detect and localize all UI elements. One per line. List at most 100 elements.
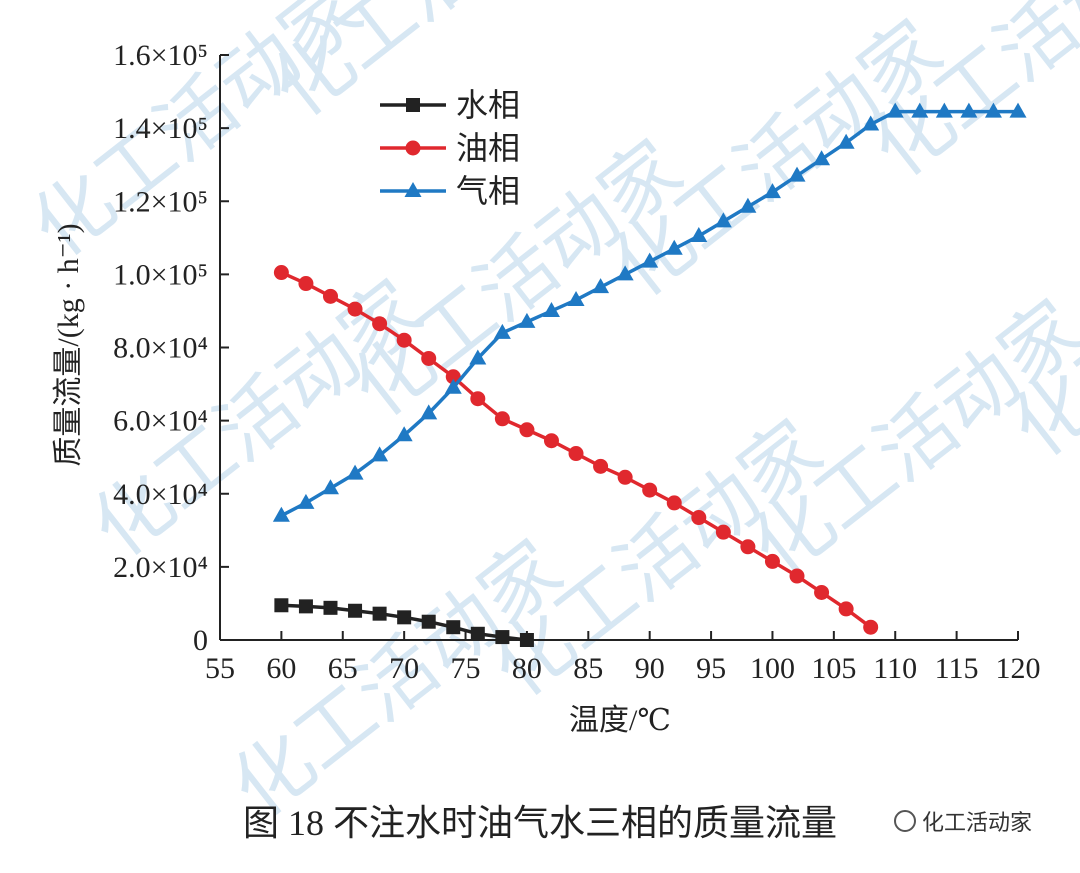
data-point-circle bbox=[405, 140, 421, 156]
x-tick-label: 70 bbox=[389, 652, 419, 685]
data-point-circle bbox=[740, 539, 756, 555]
data-point-triangle bbox=[641, 252, 659, 268]
series-circle bbox=[273, 265, 879, 635]
x-tick-label: 55 bbox=[205, 652, 235, 685]
data-point-circle bbox=[470, 391, 486, 407]
y-tick-label: 2.0×10⁴ bbox=[113, 551, 208, 584]
data-point-triangle bbox=[518, 312, 536, 328]
data-point-triangle bbox=[960, 102, 978, 118]
data-point-triangle bbox=[935, 102, 953, 118]
legend-label: 气相 bbox=[456, 173, 520, 209]
data-point-triangle bbox=[665, 239, 683, 255]
data-point-circle bbox=[863, 619, 879, 635]
legend-entry: 油相 bbox=[380, 130, 520, 166]
y-tick-label: 4.0×10⁴ bbox=[113, 478, 208, 511]
data-point-triangle bbox=[911, 102, 929, 118]
data-point-square bbox=[323, 600, 338, 615]
data-point-triangle bbox=[763, 183, 781, 199]
x-tick-label: 90 bbox=[635, 652, 665, 685]
x-tick-label: 115 bbox=[935, 652, 979, 685]
data-point-circle bbox=[593, 458, 609, 474]
x-tick-label: 120 bbox=[996, 652, 1041, 685]
data-point-triangle bbox=[321, 479, 339, 495]
data-point-triangle bbox=[886, 102, 904, 118]
data-point-triangle bbox=[469, 349, 487, 365]
data-point-circle bbox=[666, 495, 682, 511]
data-point-circle bbox=[715, 524, 731, 540]
x-tick-label: 65 bbox=[328, 652, 358, 685]
figure-caption: 图 18 不注水时油气水三相的质量流量 bbox=[243, 803, 837, 843]
data-point-square bbox=[519, 633, 534, 647]
x-tick-label: 80 bbox=[512, 652, 542, 685]
data-point-triangle bbox=[714, 212, 732, 228]
data-point-triangle bbox=[690, 226, 708, 242]
data-point-triangle bbox=[984, 102, 1002, 118]
series-square bbox=[274, 598, 534, 647]
data-point-square bbox=[298, 599, 313, 614]
data-point-square bbox=[348, 603, 363, 618]
data-point-triangle bbox=[371, 446, 389, 462]
x-tick-label: 110 bbox=[873, 652, 917, 685]
y-tick-label: 1.6×10⁵ bbox=[113, 39, 208, 72]
data-point-circle bbox=[543, 433, 559, 449]
watermark-badge-text: 化工活动家 bbox=[922, 811, 1032, 836]
legend-label: 油相 bbox=[456, 130, 520, 166]
data-point-triangle bbox=[739, 197, 757, 213]
x-tick-label: 85 bbox=[573, 652, 603, 685]
x-tick-label: 95 bbox=[696, 652, 726, 685]
x-tick-label: 75 bbox=[451, 652, 481, 685]
data-point-triangle bbox=[592, 278, 610, 294]
legend-entry: 水相 bbox=[380, 87, 520, 123]
data-point-triangle bbox=[297, 493, 315, 509]
data-point-circle bbox=[642, 482, 658, 498]
data-point-square bbox=[495, 630, 510, 645]
data-point-circle bbox=[322, 288, 338, 304]
data-point-circle bbox=[347, 301, 363, 317]
y-tick-label: 1.2×10⁵ bbox=[113, 185, 208, 218]
data-point-triangle bbox=[813, 150, 831, 166]
data-point-square bbox=[372, 606, 387, 621]
data-point-triangle bbox=[788, 166, 806, 182]
legend-entry: 气相 bbox=[380, 173, 520, 209]
data-point-circle bbox=[298, 276, 314, 292]
watermark-badge: 化工活动家 bbox=[894, 810, 1032, 836]
data-point-triangle bbox=[444, 378, 462, 394]
series-triangle bbox=[272, 102, 1027, 522]
data-point-circle bbox=[273, 265, 289, 281]
x-tick-label: 100 bbox=[750, 652, 795, 685]
data-point-square bbox=[446, 620, 461, 635]
data-point-triangle bbox=[837, 133, 855, 149]
data-point-triangle bbox=[346, 464, 364, 480]
y-tick-label: 6.0×10⁴ bbox=[113, 405, 208, 438]
axes: 55 60 65 70 75 80 85 90 95 100 105 110 115 120 0 2.0×10… bbox=[113, 39, 1040, 685]
data-point-circle bbox=[445, 369, 461, 385]
data-point-circle bbox=[789, 568, 805, 584]
data-point-circle bbox=[372, 316, 388, 332]
data-point-triangle bbox=[616, 265, 634, 281]
data-point-square bbox=[274, 598, 289, 613]
x-tick-label: 105 bbox=[811, 652, 856, 685]
data-point-square bbox=[470, 626, 485, 641]
watermark-tile: 化工活动家 bbox=[516, 0, 879, 15]
data-point-triangle bbox=[420, 404, 438, 420]
data-point-square bbox=[406, 98, 420, 112]
y-tick-label: 0 bbox=[193, 624, 208, 657]
data-point-circle bbox=[838, 601, 854, 617]
y-tick-label: 1.4×10⁵ bbox=[113, 112, 208, 145]
data-point-circle bbox=[421, 350, 437, 366]
data-point-circle bbox=[617, 469, 633, 485]
x-tick-label: 60 bbox=[266, 652, 296, 685]
x-axis-title: 温度/℃ bbox=[569, 704, 671, 737]
data-point-triangle bbox=[542, 301, 560, 317]
y-tick-label: 8.0×10⁴ bbox=[113, 332, 208, 365]
data-point-circle bbox=[519, 422, 535, 438]
y-tick-label: 1.0×10⁵ bbox=[113, 258, 208, 291]
data-point-circle bbox=[568, 446, 584, 462]
data-point-triangle bbox=[395, 426, 413, 442]
data-point-circle bbox=[691, 510, 707, 526]
data-point-triangle bbox=[1009, 102, 1027, 118]
data-point-circle bbox=[764, 553, 780, 569]
